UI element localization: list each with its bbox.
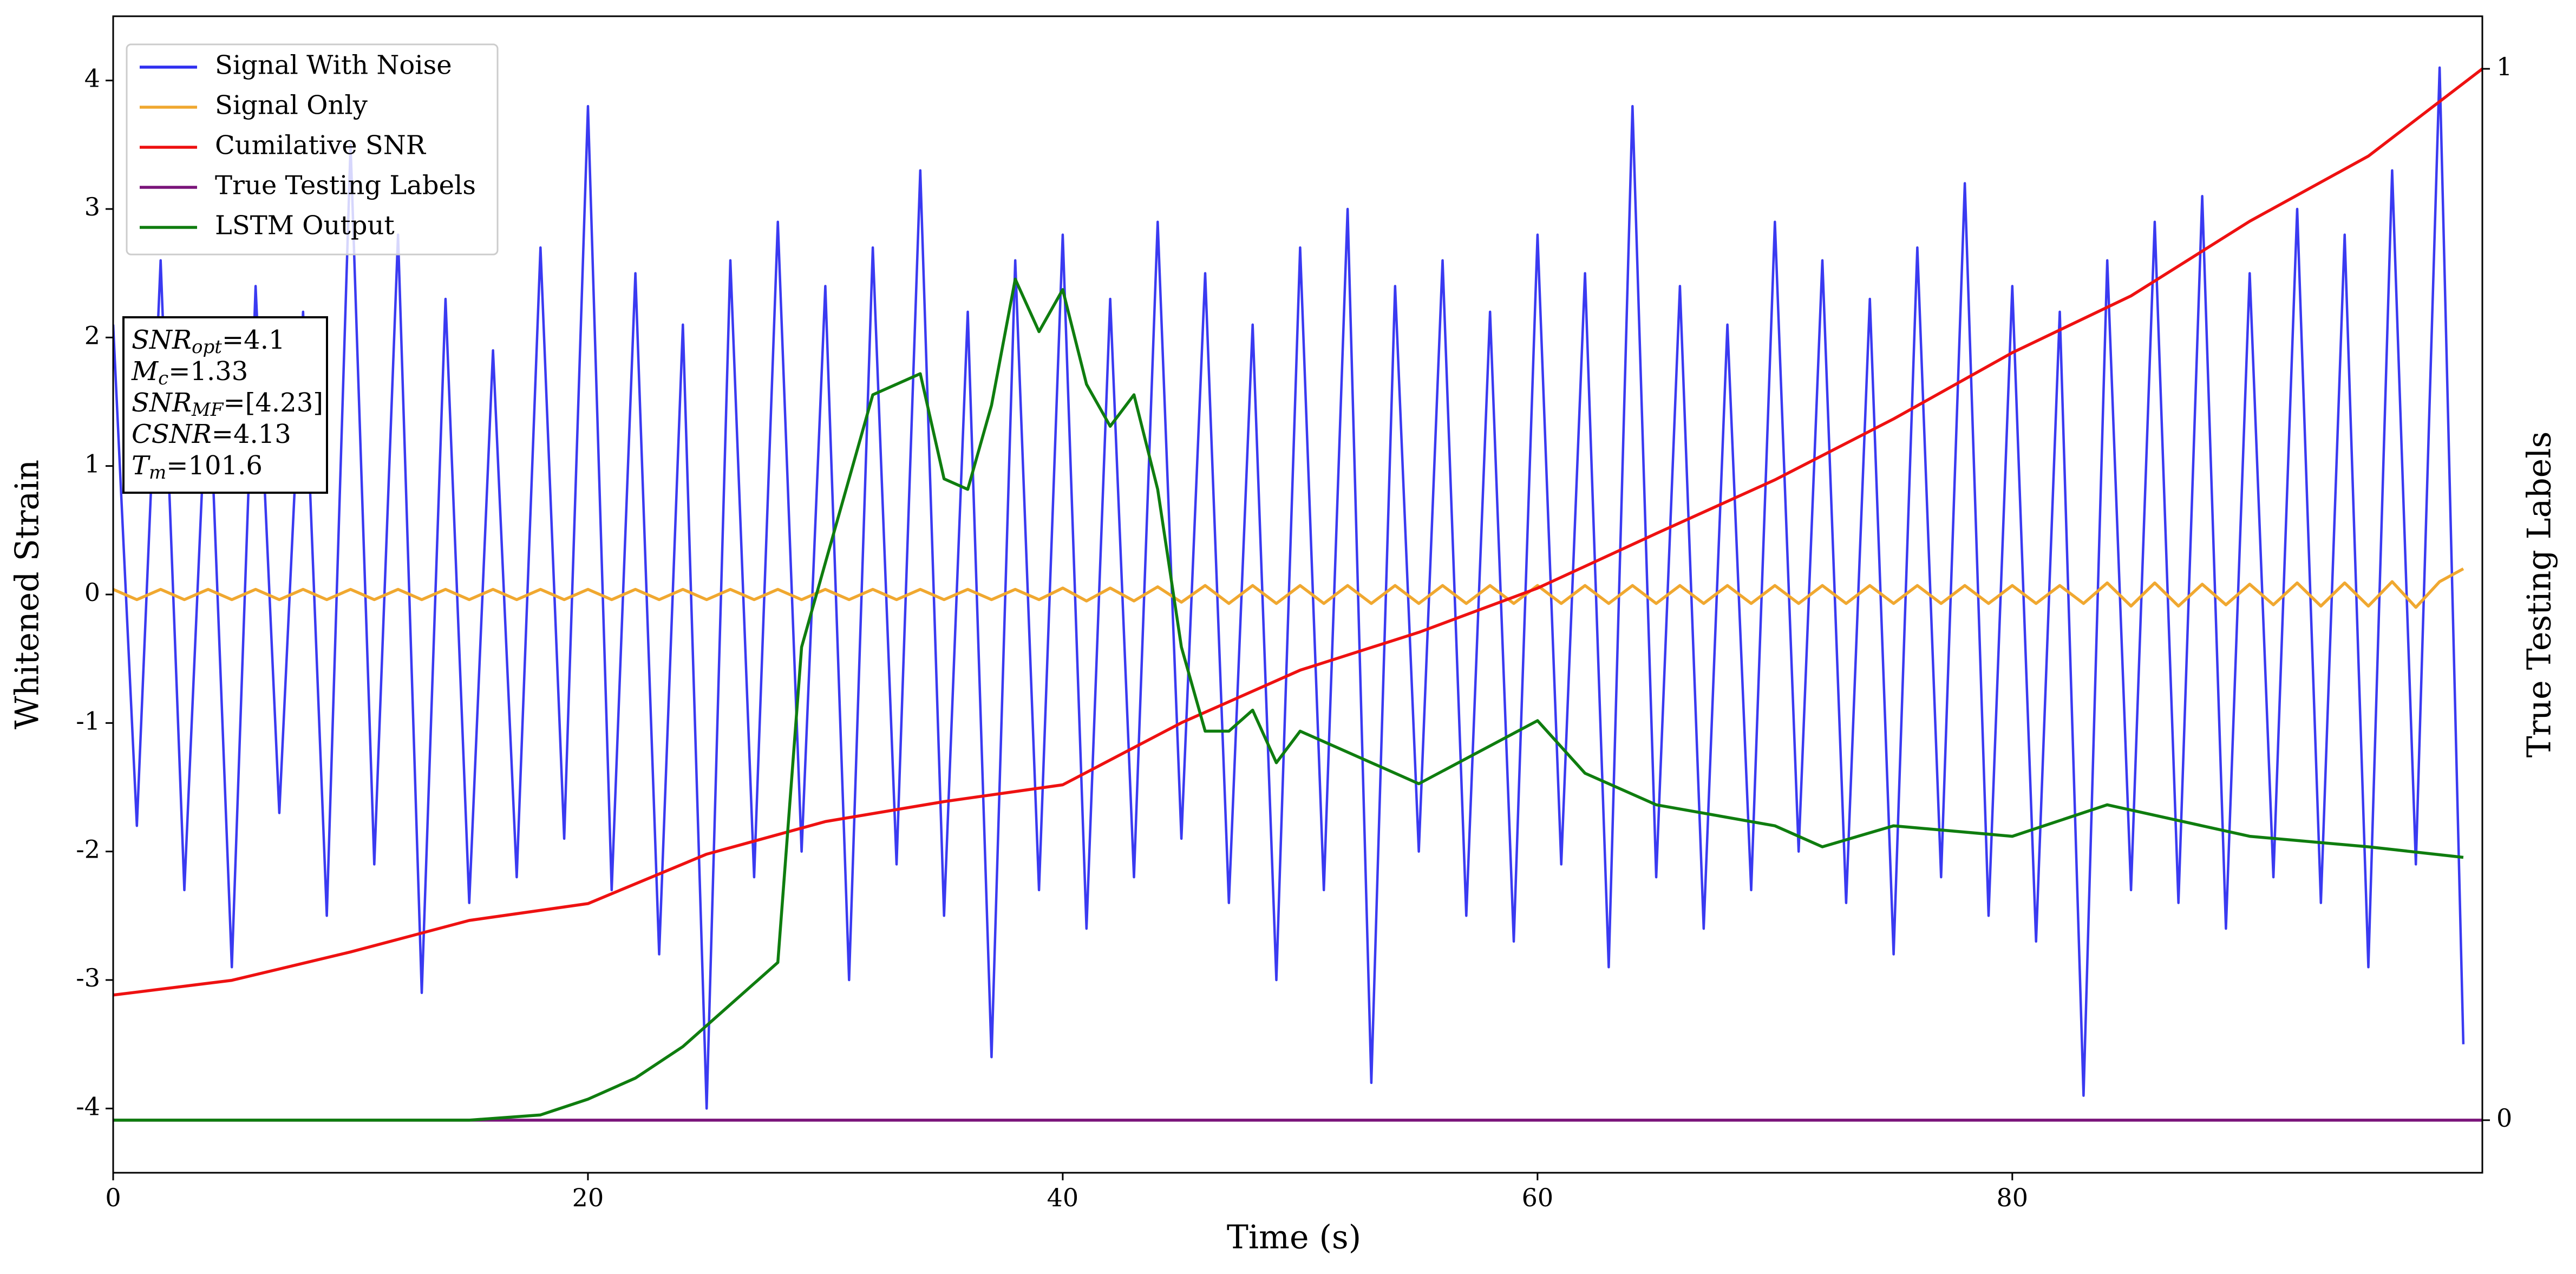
y-tick-label: 0 [84, 578, 100, 607]
y-tick-label: -4 [76, 1092, 100, 1121]
y2-tick-label: 0 [2496, 1103, 2512, 1133]
annotation-base: SNR [132, 325, 192, 355]
x-tick-label: 40 [1047, 1183, 1079, 1212]
annotation-sub: MF [191, 399, 224, 421]
y-tick-label: -3 [76, 963, 100, 992]
legend-label: Signal With Noise [215, 50, 452, 81]
y-tick-label: -1 [76, 706, 100, 735]
series-line [113, 277, 2464, 1122]
x-axis-label: Time (s) [1227, 1219, 1361, 1257]
legend-label: Signal Only [215, 90, 368, 121]
y-tick-label: -2 [76, 835, 100, 864]
y-tick-label: 2 [84, 321, 100, 350]
y2-tick-label: 1 [2496, 52, 2512, 81]
series-line [113, 567, 2464, 609]
y-tick-label: 4 [84, 64, 100, 93]
y-tick-label: 1 [84, 449, 100, 479]
annotation-box [122, 316, 328, 494]
series-line [113, 66, 2465, 1110]
y2-axis-label: True Testing Labels [2521, 432, 2559, 758]
annotation-rest: =101.6 [166, 450, 263, 481]
series-line [113, 67, 2482, 997]
annotation-rest: =4.13 [212, 419, 291, 449]
annotation-line: Tm=101.6 [132, 450, 263, 484]
x-tick-label: 60 [1522, 1183, 1554, 1212]
annotation-line: Mc=1.33 [131, 356, 248, 390]
annotation-base: CSNR [132, 419, 212, 449]
x-tick-label: 80 [1997, 1183, 2029, 1212]
annotation-base: SNR [132, 388, 192, 418]
legend-label: True Testing Labels [215, 171, 476, 201]
legend-box [126, 43, 499, 256]
y-axis-label: Whitened Strain [9, 460, 47, 729]
annotation-sub: c [158, 368, 168, 389]
annotation-line: SNRMF=[4.23] [132, 388, 323, 421]
annotation-line: SNRopt=4.1 [132, 325, 285, 358]
legend-label: LSTM Output [215, 211, 395, 241]
annotation-rest: =1.33 [168, 356, 248, 387]
annotation-sub: m [149, 462, 166, 484]
x-tick-label: 20 [572, 1183, 604, 1212]
legend-label: Cumilative SNR [215, 130, 427, 161]
y-tick-label: 3 [84, 192, 100, 221]
annotation-rest: =[4.23] [223, 388, 323, 418]
x-tick-label: 0 [105, 1183, 121, 1212]
annotation-base: M [131, 356, 159, 387]
annotation-sub: opt [192, 336, 222, 358]
annotation-rest: =4.1 [222, 325, 285, 355]
annotation-line: CSNR=4.13 [132, 419, 291, 449]
annotation-base: T [132, 450, 151, 481]
